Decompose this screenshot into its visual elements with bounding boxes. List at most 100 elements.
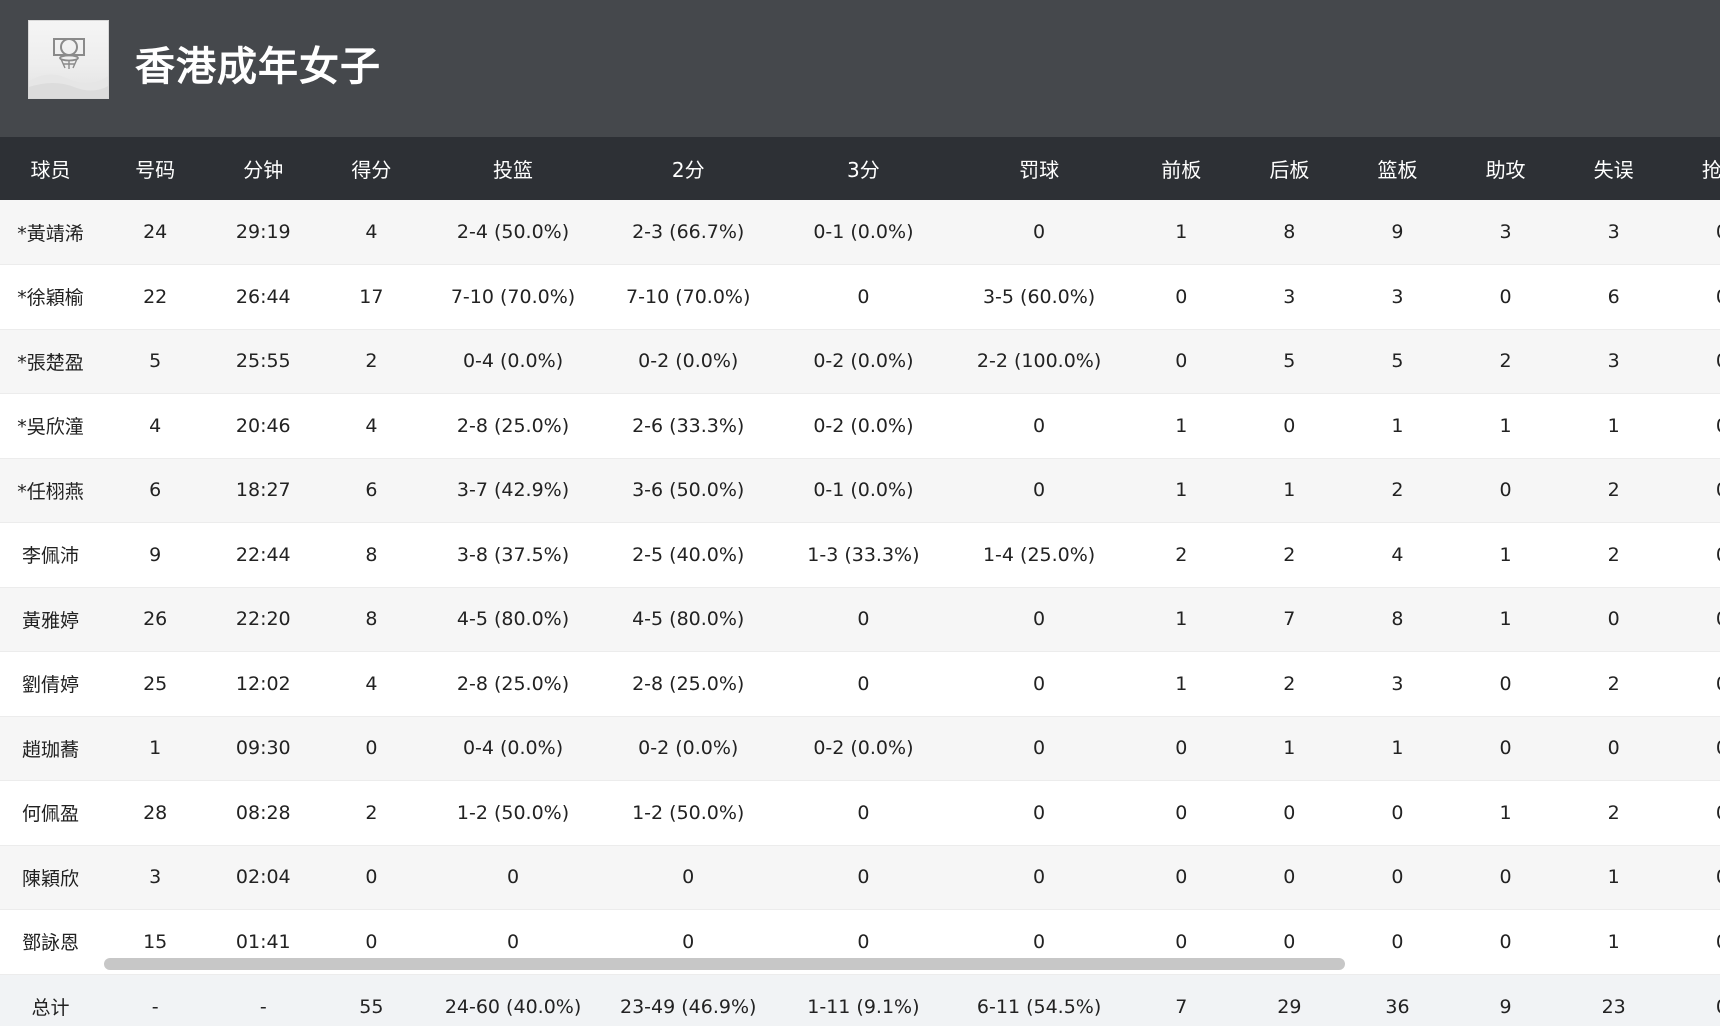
cell-off-reb: 0 <box>1127 329 1236 394</box>
cell-def-reb: 1 <box>1235 458 1344 523</box>
cell-player[interactable]: 趙珈蕎 <box>0 716 102 781</box>
cell-stl: 0 <box>1667 522 1720 588</box>
column-header-def-reb[interactable]: 后板 <box>1269 158 1310 182</box>
cell-def-reb: 3 <box>1235 264 1344 330</box>
table-row: *任栩燕 6 18:27 6 3-7 (42.9%) 3-6 (50.0%) 0-1 (0.… <box>0 458 1720 523</box>
column-header-number[interactable]: 号码 <box>135 158 176 182</box>
team-title: 香港成年女子 <box>135 44 381 90</box>
table-row: *黃靖浠 24 29:19 4 2-4 (50.0%) 2-3 (66.7%) 0-1 (0… <box>0 200 1720 265</box>
cell-ft: 0 <box>951 587 1128 652</box>
cell-two-pt: 0 <box>600 845 776 910</box>
cell-number: 28 <box>101 780 210 846</box>
cell-player[interactable]: 黃雅婷 <box>0 587 102 652</box>
total-ast: 9 <box>1499 995 1512 1018</box>
cell-fg: 0 <box>425 845 601 910</box>
cell-points: 2 <box>317 329 426 394</box>
cell-to: 1 <box>1559 909 1668 975</box>
total-number: - <box>151 995 159 1018</box>
cell-ast: 0 <box>1451 264 1560 330</box>
cell-stl: 0 <box>1667 651 1720 717</box>
column-header-minutes[interactable]: 分钟 <box>243 158 284 182</box>
cell-reb: 2 <box>1343 458 1452 523</box>
cell-reb: 3 <box>1343 651 1452 717</box>
cell-off-reb: 1 <box>1127 393 1236 459</box>
horizontal-scrollbar[interactable] <box>104 958 1345 970</box>
cell-to: 6 <box>1559 264 1668 330</box>
cell-def-reb: 1 <box>1235 716 1344 781</box>
cell-ast: 0 <box>1451 458 1560 523</box>
cell-minutes: 22:44 <box>209 522 318 588</box>
cell-player[interactable]: *任栩燕 <box>0 458 102 523</box>
table-row: *張楚盈 5 25:55 2 0-4 (0.0%) 0-2 (0.0%) 0-2 (0.0%… <box>0 329 1720 394</box>
cell-player[interactable]: *吳欣潼 <box>0 393 102 459</box>
cell-ft: 0 <box>951 393 1128 459</box>
cell-points: 0 <box>317 845 426 910</box>
cell-to: 2 <box>1559 522 1668 588</box>
cell-fg: 3-7 (42.9%) <box>425 458 601 523</box>
cell-to: 0 <box>1559 716 1668 781</box>
column-header-three-pt[interactable]: 3分 <box>847 158 880 182</box>
total-reb: 36 <box>1385 995 1410 1018</box>
cell-reb: 5 <box>1343 329 1452 394</box>
team-logo <box>28 20 109 99</box>
cell-def-reb: 5 <box>1235 329 1344 394</box>
cell-two-pt: 7-10 (70.0%) <box>600 264 776 330</box>
cell-reb: 1 <box>1343 393 1452 459</box>
cell-to: 3 <box>1559 329 1668 394</box>
cell-off-reb: 2 <box>1127 522 1236 588</box>
column-header-ft[interactable]: 罚球 <box>1019 158 1060 182</box>
cell-player[interactable]: 劉倩婷 <box>0 651 102 717</box>
cell-stl: 0 <box>1667 587 1720 652</box>
totals-row: 总计 - - 55 24-60 (40.0%) 23-49 (46.9%) 1-11 (9.… <box>0 974 1720 1026</box>
cell-stl: 0 <box>1667 200 1720 265</box>
cell-ast: 1 <box>1451 393 1560 459</box>
column-header-points[interactable]: 得分 <box>351 158 392 182</box>
cell-three-pt: 0-2 (0.0%) <box>775 393 951 459</box>
cell-off-reb: 0 <box>1127 780 1236 846</box>
cell-player[interactable]: 陳穎欣 <box>0 845 102 910</box>
cell-player[interactable]: *張楚盈 <box>0 329 102 394</box>
column-header-two-pt[interactable]: 2分 <box>671 158 705 182</box>
cell-points: 6 <box>317 458 426 523</box>
cell-three-pt: 0 <box>775 651 951 717</box>
cell-to: 1 <box>1559 845 1668 910</box>
cell-ast: 0 <box>1451 716 1560 781</box>
cell-player[interactable]: *徐穎榆 <box>0 264 102 330</box>
cell-number: 25 <box>101 651 210 717</box>
column-header-reb[interactable]: 篮板 <box>1377 158 1418 182</box>
column-header-off-reb[interactable]: 前板 <box>1161 158 1202 182</box>
cell-reb: 3 <box>1343 264 1452 330</box>
cell-two-pt: 2-8 (25.0%) <box>600 651 776 717</box>
cell-two-pt: 1-2 (50.0%) <box>600 780 776 846</box>
cell-player[interactable]: 李佩沛 <box>0 522 102 588</box>
cell-three-pt: 0-2 (0.0%) <box>775 329 951 394</box>
cell-reb: 1 <box>1343 716 1452 781</box>
cell-points: 4 <box>317 200 426 265</box>
column-header-player[interactable]: 球员 <box>30 158 71 182</box>
cell-ft: 1-4 (25.0%) <box>951 522 1128 588</box>
cell-player[interactable]: *黃靖浠 <box>0 200 102 265</box>
cell-three-pt: 0 <box>775 780 951 846</box>
cell-number: 22 <box>101 264 210 330</box>
cell-two-pt: 2-5 (40.0%) <box>600 522 776 588</box>
column-header-to[interactable]: 失误 <box>1593 158 1634 182</box>
cell-number: 26 <box>101 587 210 652</box>
column-header-stl[interactable]: 抢断 <box>1701 158 1720 182</box>
cell-fg: 3-8 (37.5%) <box>425 522 601 588</box>
cell-points: 4 <box>317 393 426 459</box>
column-header-fg[interactable]: 投篮 <box>493 158 534 182</box>
total-two-pt: 23-49 (46.9%) <box>620 995 757 1018</box>
cell-def-reb: 0 <box>1235 845 1344 910</box>
cell-player[interactable]: 何佩盈 <box>0 780 102 846</box>
table-row: 劉倩婷 25 12:02 4 2-8 (25.0%) 2-8 (25.0%) 0 0 1 2 3 0 2… <box>0 651 1720 717</box>
cell-minutes: 12:02 <box>209 651 318 717</box>
cell-ft: 0 <box>951 458 1128 523</box>
cell-fg: 7-10 (70.0%) <box>425 264 601 330</box>
column-header-ast[interactable]: 助攻 <box>1485 158 1526 182</box>
cell-player[interactable]: 鄧詠恩 <box>0 909 102 975</box>
table-row: 何佩盈 28 08:28 2 1-2 (50.0%) 1-2 (50.0%) 0 0 0 0 0 1 2… <box>0 780 1720 846</box>
cell-fg: 1-2 (50.0%) <box>425 780 601 846</box>
cell-minutes: 29:19 <box>209 200 318 265</box>
box-score-table-container[interactable]: 球员号码分钟得分投篮2分3分罚球前板后板篮板助攻失误抢断 *黃靖浠2429:19… <box>0 137 1720 1026</box>
team-header: 香港成年女子 <box>0 0 1720 137</box>
